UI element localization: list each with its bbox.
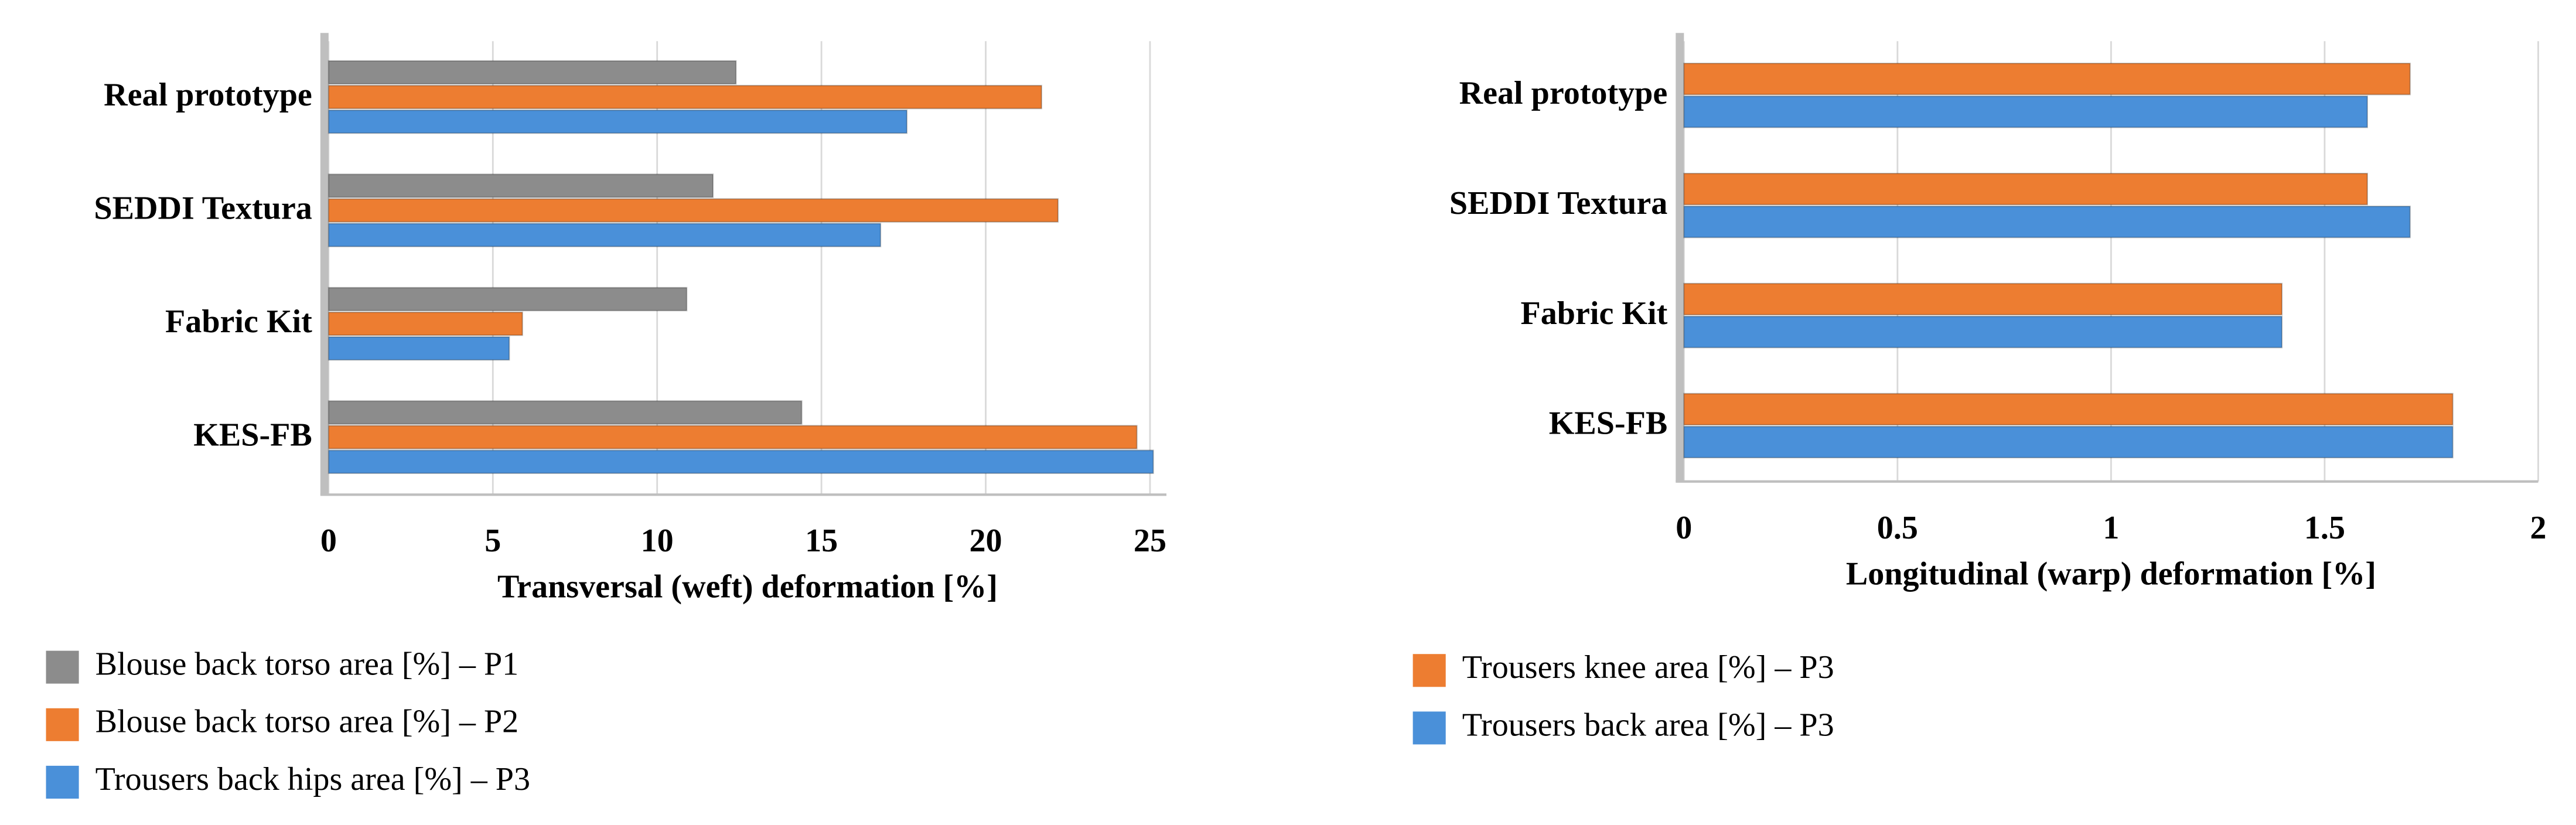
bar xyxy=(327,287,688,312)
bar xyxy=(327,198,1059,223)
axis-wall xyxy=(1676,33,1684,482)
legend-swatch xyxy=(1412,654,1446,687)
y-tick-label: Real prototype xyxy=(104,77,312,113)
bar xyxy=(1683,62,2411,96)
legend-swatch xyxy=(46,650,79,684)
bar xyxy=(327,223,882,247)
x-tick-label: 15 xyxy=(805,523,838,559)
bar xyxy=(1683,425,2454,459)
y-tick-label: Fabric Kit xyxy=(1521,295,1668,332)
y-tick-label: Real prototype xyxy=(1459,75,1668,111)
x-tick-label: 0.5 xyxy=(1877,510,1918,546)
x-tick-label: 0 xyxy=(320,523,337,559)
bar xyxy=(1683,315,2283,349)
bar xyxy=(327,425,1138,449)
bar xyxy=(327,173,714,198)
x-tick-label: 10 xyxy=(641,523,674,559)
y-tick-label: KES-FB xyxy=(1549,405,1668,442)
bar xyxy=(327,336,510,361)
legend-label: Blouse back torso area [%] – P1 xyxy=(95,646,519,683)
bar xyxy=(327,60,737,85)
bar xyxy=(327,400,803,425)
x-tick-label: 5 xyxy=(485,523,501,559)
x-axis-title: Longitudinal (warp) deformation [%] xyxy=(1846,555,2376,592)
bar xyxy=(327,84,1042,110)
axis-wall xyxy=(320,33,329,495)
bar xyxy=(1683,172,2368,206)
legend-swatch xyxy=(46,708,79,741)
legend-label: Trousers back area [%] – P3 xyxy=(1462,707,1834,743)
y-tick-label: KES-FB xyxy=(193,417,312,453)
legend-label: Trousers knee area [%] – P3 xyxy=(1462,649,1834,686)
legend-label: Trousers back hips area [%] – P3 xyxy=(95,761,530,797)
bar xyxy=(1683,393,2454,426)
x-tick-label: 25 xyxy=(1134,523,1166,559)
y-tick-label: Fabric Kit xyxy=(165,304,312,340)
x-tick-label: 20 xyxy=(969,523,1002,559)
y-tick-label: SEDDI Textura xyxy=(94,190,312,226)
x-tick-label: 0 xyxy=(1676,510,1692,546)
x-tick-label: 2 xyxy=(2530,510,2546,546)
bar xyxy=(327,109,908,134)
x-axis-title: Transversal (weft) deformation [%] xyxy=(497,569,998,605)
bar xyxy=(1683,282,2283,316)
x-tick-label: 1 xyxy=(2103,510,2119,546)
bar xyxy=(327,449,1154,474)
bar xyxy=(327,311,523,336)
legend-label: Blouse back torso area [%] – P2 xyxy=(95,704,519,740)
x-tick-label: 1.5 xyxy=(2304,510,2345,546)
y-tick-label: SEDDI Textura xyxy=(1449,185,1667,221)
bar xyxy=(1683,205,2411,238)
bar xyxy=(1683,96,2368,128)
legend-swatch xyxy=(46,765,79,799)
legend-swatch xyxy=(1412,711,1446,745)
